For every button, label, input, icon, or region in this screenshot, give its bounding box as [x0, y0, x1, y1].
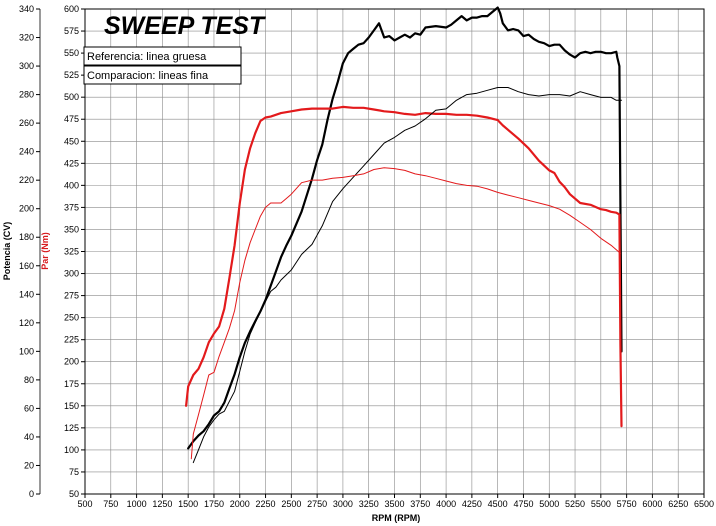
x-tick-label: 5750: [617, 499, 637, 509]
power-tick-label: 260: [19, 118, 34, 128]
torque-tick-label: 225: [64, 335, 79, 345]
comparison-power-line: [192, 87, 622, 464]
torque-tick-label: 350: [64, 224, 79, 234]
legend-box-comparison: [83, 65, 242, 85]
torque-tick-label: 600: [64, 4, 79, 14]
power-tick-label: 220: [19, 175, 34, 185]
torque-tick-label: 300: [64, 269, 79, 279]
torque-tick-label: 375: [64, 202, 79, 212]
torque-tick-label: 575: [64, 26, 79, 36]
x-tick-label: 3500: [384, 499, 404, 509]
chart-title: SWEEP TEST: [104, 12, 267, 40]
torque-tick-label: 525: [64, 70, 79, 80]
power-tick-label: 60: [24, 403, 34, 413]
torque-tick-label: 475: [64, 114, 79, 124]
x-tick-label: 5000: [539, 499, 559, 509]
power-tick-label: 20: [24, 460, 34, 470]
x-tick-label: 6000: [642, 499, 662, 509]
x-tick-label: 2500: [281, 499, 301, 509]
x-tick-label: 4000: [436, 499, 456, 509]
x-tick-label: 5500: [591, 499, 611, 509]
x-axis-title: RPM (RPM): [372, 513, 421, 523]
legend: Referencia: linea gruesa Comparacion: li…: [83, 46, 242, 85]
power-tick-label: 0: [29, 489, 34, 499]
torque-tick-label: 325: [64, 247, 79, 257]
x-tick-label: 4750: [513, 499, 533, 509]
torque-tick-label: 50: [69, 489, 79, 499]
torque-axis-title: Par (Nm): [40, 232, 50, 270]
torque-tick-label: 450: [64, 136, 79, 146]
torque-axis-ticks: 50 75 100 125 150 175 200 225 250 275 300 325 350 375…: [64, 4, 85, 499]
torque-tick-label: 150: [64, 401, 79, 411]
x-tick-label: 6500: [694, 499, 714, 509]
torque-tick-label: 75: [69, 467, 79, 477]
power-tick-label: 140: [19, 289, 34, 299]
x-tick-label: 2750: [307, 499, 327, 509]
power-tick-label: 340: [19, 4, 34, 14]
x-tick-label: 2000: [230, 499, 250, 509]
power-tick-label: 300: [19, 61, 34, 71]
torque-tick-label: 550: [64, 48, 79, 58]
power-tick-label: 180: [19, 232, 34, 242]
power-tick-label: 240: [19, 147, 34, 157]
torque-tick-label: 400: [64, 180, 79, 190]
x-axis-ticks: 500 750 1000 1250 1500 1750 2000 2250 2500 2750 30…: [77, 494, 714, 509]
power-axis-title: Potencia (CV): [2, 222, 12, 281]
power-tick-label: 100: [19, 346, 34, 356]
torque-tick-label: 125: [64, 423, 79, 433]
torque-tick-label: 200: [64, 357, 79, 367]
power-tick-label: 80: [24, 375, 34, 385]
x-tick-label: 3750: [410, 499, 430, 509]
x-tick-label: 1000: [127, 499, 147, 509]
x-tick-label: 4500: [488, 499, 508, 509]
x-tick-label: 6250: [668, 499, 688, 509]
legend-box-reference: [83, 46, 242, 66]
x-tick-label: 750: [103, 499, 118, 509]
power-tick-label: 200: [19, 204, 34, 214]
power-tick-label: 280: [19, 90, 34, 100]
x-tick-label: 5250: [565, 499, 585, 509]
power-tick-label: 120: [19, 318, 34, 328]
torque-tick-label: 100: [64, 445, 79, 455]
power-axis-ticks: 0 20 40 60 80 100 120 140 160 180 200 220 240 260 280 3…: [19, 4, 41, 499]
power-tick-label: 320: [19, 33, 34, 43]
x-tick-label: 3000: [333, 499, 353, 509]
x-tick-label: 1500: [178, 499, 198, 509]
torque-tick-label: 175: [64, 379, 79, 389]
legend-label-reference: Referencia: linea gruesa: [87, 51, 207, 63]
comparison-torque-line: [190, 167, 621, 460]
torque-tick-label: 500: [64, 92, 79, 102]
x-tick-label: 2250: [256, 499, 276, 509]
x-tick-label: 1250: [152, 499, 172, 509]
power-tick-label: 160: [19, 261, 34, 271]
reference-torque-line: [185, 105, 623, 428]
legend-label-comparison: Comparacion: lineas fina: [87, 70, 209, 82]
series-group: [185, 6, 623, 464]
x-tick-label: 4250: [462, 499, 482, 509]
x-tick-label: 1750: [204, 499, 224, 509]
torque-tick-label: 250: [64, 313, 79, 323]
power-tick-label: 40: [24, 432, 34, 442]
torque-tick-label: 275: [64, 291, 79, 301]
x-tick-label: 500: [77, 499, 92, 509]
x-tick-label: 3250: [359, 499, 379, 509]
torque-tick-label: 425: [64, 158, 79, 168]
